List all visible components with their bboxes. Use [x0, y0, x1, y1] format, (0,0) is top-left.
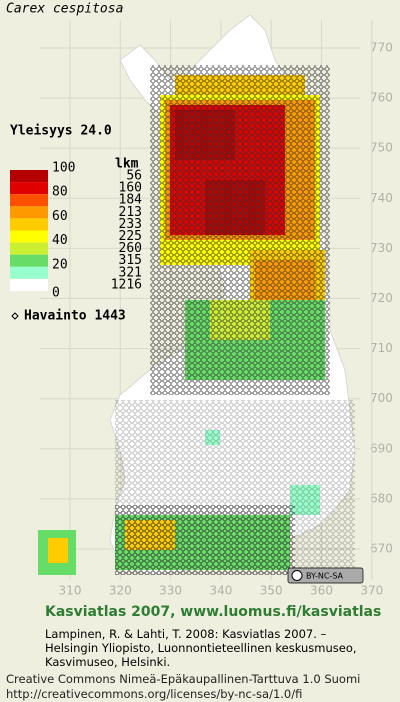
observation-icon — [11, 312, 19, 320]
y-grid-label: 720 — [370, 291, 393, 305]
y-grid-label: 700 — [370, 391, 393, 405]
legend-count: 315 — [119, 253, 142, 268]
legend-swatch — [10, 266, 48, 279]
cc-icon — [291, 570, 303, 581]
citation-line: Helsingin Yliopisto, Luonnontieteellinen… — [45, 641, 357, 655]
legend-swatch — [10, 230, 48, 243]
y-grid-label: 750 — [370, 141, 393, 155]
x-grid-label: 360 — [310, 584, 333, 598]
license-badge: BY-NC-SA — [306, 572, 344, 581]
legend-swatch — [10, 194, 48, 207]
legend: 100 80 60 40 20 0 5616018421323322526031532112… — [10, 161, 142, 301]
x-grid-label: 370 — [360, 584, 383, 598]
legend-swatch — [10, 170, 48, 183]
legend-count: 184 — [119, 193, 143, 208]
frequency: Yleisyys 24.0 — [10, 124, 112, 139]
legend-scale-label: 100 — [52, 161, 75, 176]
y-grid-label: 730 — [370, 241, 393, 255]
footer-heading: Kasviatlas 2007, www.luomus.fi/kasviatla… — [45, 604, 382, 620]
x-grid-label: 320 — [109, 584, 132, 598]
legend-scale-label: 40 — [52, 233, 68, 248]
citation-line: Kasvimuseo, Helsinki. — [45, 655, 171, 669]
legend-swatch — [10, 242, 48, 255]
legend-count: 321 — [119, 265, 142, 280]
y-grid-label: 680 — [370, 491, 393, 505]
legend-scale-label: 60 — [52, 209, 68, 224]
legend-count: 213 — [119, 205, 142, 220]
map: 770 760 750 740 730 720 710 700 690 680 670 310 320 3… — [6, 2, 393, 598]
legend-swatch — [10, 182, 48, 195]
legend-swatch — [10, 206, 48, 219]
x-grid-label: 310 — [59, 584, 82, 598]
y-grid-label: 670 — [370, 542, 393, 556]
legend-count: 233 — [119, 217, 142, 232]
license-badge-box — [287, 567, 364, 584]
y-grid-label: 690 — [370, 441, 393, 455]
legend-swatch — [10, 218, 48, 231]
license-line: http://creativecommons.org/licenses/by-n… — [6, 687, 303, 701]
y-grid-label: 770 — [370, 41, 393, 55]
legend-swatch — [10, 254, 48, 267]
y-grid-label: 760 — [370, 91, 393, 105]
legend-count: 260 — [119, 241, 142, 256]
legend-count: 225 — [119, 229, 142, 244]
legend-scale-label: 80 — [52, 185, 68, 200]
x-grid-label: 340 — [209, 584, 232, 598]
y-grid-label: 710 — [370, 341, 393, 355]
x-grid-label: 350 — [260, 584, 283, 598]
legend-count: 1216 — [111, 277, 142, 292]
citation-line: Lampinen, R. & Lahti, T. 2008: Kasviatla… — [45, 627, 327, 641]
legend-scale-label: 0 — [52, 286, 60, 301]
legend-swatch — [10, 278, 48, 291]
license-line: Creative Commons Nimeä-Epäkaupallinen-Ta… — [6, 672, 361, 686]
legend-count: 160 — [119, 181, 142, 196]
observation-count: Havainto 1443 — [24, 309, 126, 324]
x-grid-label: 330 — [159, 584, 182, 598]
y-grid-label: 740 — [370, 191, 393, 205]
count-header: lkm — [115, 157, 139, 172]
legend-count: 56 — [126, 169, 142, 184]
observation-markers — [115, 65, 355, 575]
species-title: Carex cespitosa — [6, 2, 123, 17]
legend-scale-label: 20 — [52, 257, 68, 272]
